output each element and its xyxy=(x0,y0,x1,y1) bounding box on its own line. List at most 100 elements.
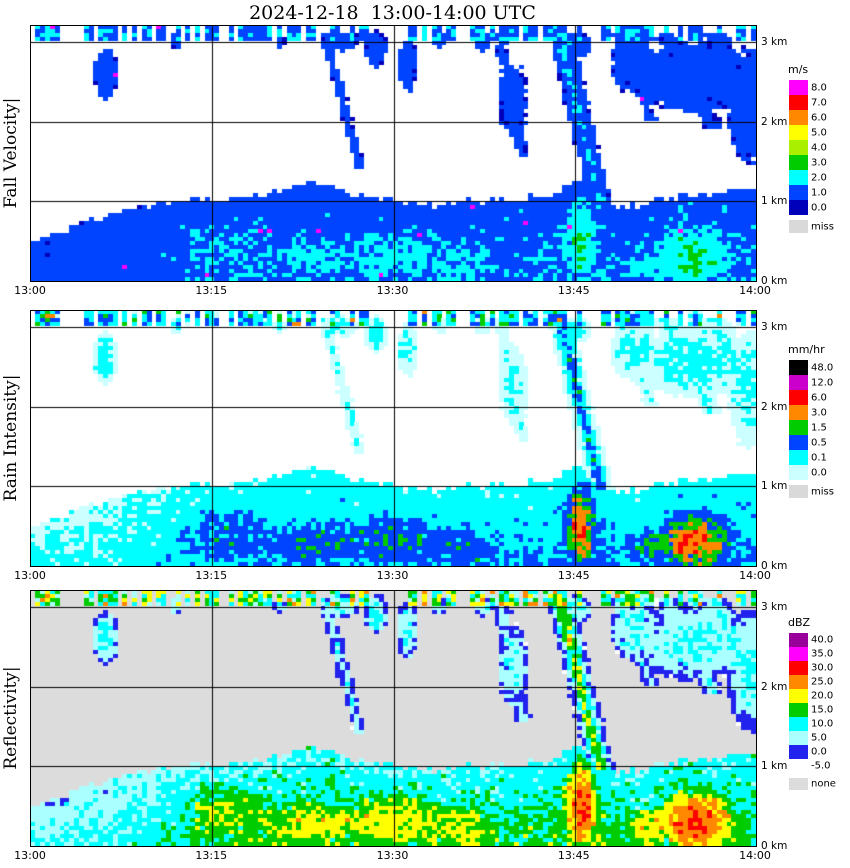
fall-velocity-colorbar-label: 3.0 xyxy=(811,157,827,168)
fall-velocity-colorbar-cell xyxy=(789,80,808,95)
x-tick-label-fall-velocity: 14:00 xyxy=(739,284,771,297)
fall-velocity-colorbar-missing-cell xyxy=(789,220,808,233)
rain-intensity-colorbar-cell xyxy=(789,375,808,390)
rain-intensity-colorbar-label: 1.5 xyxy=(811,422,827,433)
reflectivity-colorbar-label: 35.0 xyxy=(811,648,834,660)
reflectivity-colorbar-label: 0.0 xyxy=(811,746,827,758)
rain-intensity-colorbar-cell xyxy=(789,450,808,465)
reflectivity-colorbar-label: 10.0 xyxy=(811,718,834,730)
x-tick-label-reflectivity: 13:45 xyxy=(557,849,590,862)
x-tick-label-fall-velocity: 13:45 xyxy=(557,284,590,297)
y-tick-label-reflectivity: 3 km xyxy=(761,600,788,613)
reflectivity-colorbar-label: 5.0 xyxy=(811,732,827,744)
rain-intensity-axis-title: Rain Intensity| xyxy=(1,374,21,501)
fall-velocity-colorbar-cell xyxy=(789,125,808,140)
fall-velocity-unit-label: m/s xyxy=(788,63,809,76)
y-tick-label-rain-intensity: 0 km xyxy=(761,560,788,572)
fall-velocity-colorbar-cell xyxy=(789,170,808,185)
y-tick-label-reflectivity: 2 km xyxy=(761,680,788,693)
reflectivity-colorbar-missing-label: none xyxy=(811,778,836,790)
reflectivity-colorbar-label: 20.0 xyxy=(811,690,834,702)
fall-velocity-axis-title-box: Fall Velocity| xyxy=(1,25,21,280)
fall-velocity-colorbar-label: 5.0 xyxy=(811,127,827,138)
x-tick-label-fall-velocity: 13:00 xyxy=(14,284,46,297)
rain-intensity-colorbar-label: 6.0 xyxy=(811,392,827,403)
reflectivity-colorbar-cell xyxy=(789,717,808,731)
rain-intensity-colorbar-missing-cell xyxy=(789,485,808,498)
reflectivity-axis-title: Reflectivity| xyxy=(1,665,21,770)
x-tick-label-reflectivity: 13:15 xyxy=(195,849,228,862)
x-tick-label-rain-intensity: 13:45 xyxy=(557,569,590,582)
rain-intensity-colorbar-label: 3.0 xyxy=(811,407,827,418)
reflectivity-colorbar-cell xyxy=(789,759,808,773)
reflectivity-colorbar-cell xyxy=(789,633,808,647)
y-tick-label-fall-velocity: 2 km xyxy=(761,115,788,128)
reflectivity-colorbar-cell xyxy=(789,661,808,675)
fall-velocity-colorbar-label: 6.0 xyxy=(811,112,827,123)
reflectivity-colorbar-cell xyxy=(789,703,808,717)
fall-velocity-colorbar-missing-label: miss xyxy=(811,221,834,232)
reflectivity-colorbar-cell xyxy=(789,689,808,703)
y-tick-label-fall-velocity: 0 km xyxy=(761,275,788,287)
fall-velocity-colorbar-label: 0.0 xyxy=(811,202,827,213)
rain-intensity-unit-label: mm/hr xyxy=(788,343,825,356)
reflectivity-colorbar-cell xyxy=(789,745,808,759)
reflectivity-colorbar-missing-cell xyxy=(789,778,808,790)
figure-title: 2024-12-18 13:00-14:00 UTC xyxy=(249,2,536,24)
fall-velocity-colorbar-cell xyxy=(789,95,808,110)
y-tick-label-fall-velocity: 3 km xyxy=(761,35,788,48)
fall-velocity-colorbar-label: 4.0 xyxy=(811,142,827,153)
y-tick-label-reflectivity: 0 km xyxy=(761,840,788,852)
rain-intensity-colorbar-cell xyxy=(789,360,808,375)
y-tick-label-rain-intensity: 3 km xyxy=(761,320,788,333)
y-tick-label-reflectivity: 1 km xyxy=(761,760,788,773)
reflectivity-colorbar-label: 30.0 xyxy=(811,662,834,674)
fall-velocity-colorbar-cell xyxy=(789,140,808,155)
x-tick-label-rain-intensity: 13:00 xyxy=(14,569,46,582)
fall-velocity-plot-area xyxy=(30,25,757,282)
rain-intensity-axis-title-box: Rain Intensity| xyxy=(1,310,21,565)
rain-intensity-colorbar-cell xyxy=(789,465,808,480)
fall-velocity-colorbar-cell xyxy=(789,155,808,170)
reflectivity-colorbar-label: 25.0 xyxy=(811,676,834,688)
rain-intensity-colorbar-label: 0.1 xyxy=(811,452,827,463)
rain-intensity-colorbar-cell xyxy=(789,435,808,450)
rain-intensity-heatmap xyxy=(31,311,756,566)
reflectivity-colorbar-cell xyxy=(789,647,808,661)
reflectivity-heatmap xyxy=(31,591,756,846)
x-tick-label-rain-intensity: 13:15 xyxy=(195,569,228,582)
x-tick-label-fall-velocity: 13:30 xyxy=(376,284,409,297)
reflectivity-unit-label: dBZ xyxy=(788,616,811,629)
reflectivity-plot-area xyxy=(30,590,757,847)
rain-intensity-colorbar-label: 0.0 xyxy=(811,467,827,478)
reflectivity-colorbar-label: 40.0 xyxy=(811,634,834,646)
x-tick-label-reflectivity: 13:30 xyxy=(376,849,409,862)
rain-intensity-colorbar-label: 0.5 xyxy=(811,437,827,448)
fall-velocity-colorbar-label: 2.0 xyxy=(811,172,827,183)
rain-intensity-colorbar-missing-label: miss xyxy=(811,486,834,497)
rain-intensity-colorbar-cell xyxy=(789,405,808,420)
rain-intensity-colorbar-label: 48.0 xyxy=(811,362,834,373)
rain-intensity-colorbar-label: 12.0 xyxy=(811,377,834,388)
fall-velocity-colorbar-label: 7.0 xyxy=(811,97,827,108)
fall-velocity-axis-title: Fall Velocity| xyxy=(1,97,21,208)
y-tick-label-rain-intensity: 1 km xyxy=(761,480,788,493)
x-tick-label-rain-intensity: 13:30 xyxy=(376,569,409,582)
x-tick-label-reflectivity: 13:00 xyxy=(14,849,46,862)
fall-velocity-colorbar-label: 8.0 xyxy=(811,82,827,93)
rain-intensity-colorbar-cell xyxy=(789,390,808,405)
fall-velocity-colorbar-cell xyxy=(789,110,808,125)
reflectivity-colorbar-cell xyxy=(789,731,808,745)
reflectivity-colorbar-label: 15.0 xyxy=(811,704,834,716)
reflectivity-axis-title-box: Reflectivity| xyxy=(1,590,21,845)
x-tick-label-reflectivity: 14:00 xyxy=(739,849,771,862)
x-tick-label-rain-intensity: 14:00 xyxy=(739,569,771,582)
rain-intensity-colorbar-cell xyxy=(789,420,808,435)
fall-velocity-colorbar-cell xyxy=(789,185,808,200)
fall-velocity-heatmap xyxy=(31,26,756,281)
rain-intensity-plot-area xyxy=(30,310,757,567)
fall-velocity-colorbar-cell xyxy=(789,200,808,215)
reflectivity-colorbar-label: -5.0 xyxy=(811,760,831,772)
y-tick-label-fall-velocity: 1 km xyxy=(761,195,788,208)
